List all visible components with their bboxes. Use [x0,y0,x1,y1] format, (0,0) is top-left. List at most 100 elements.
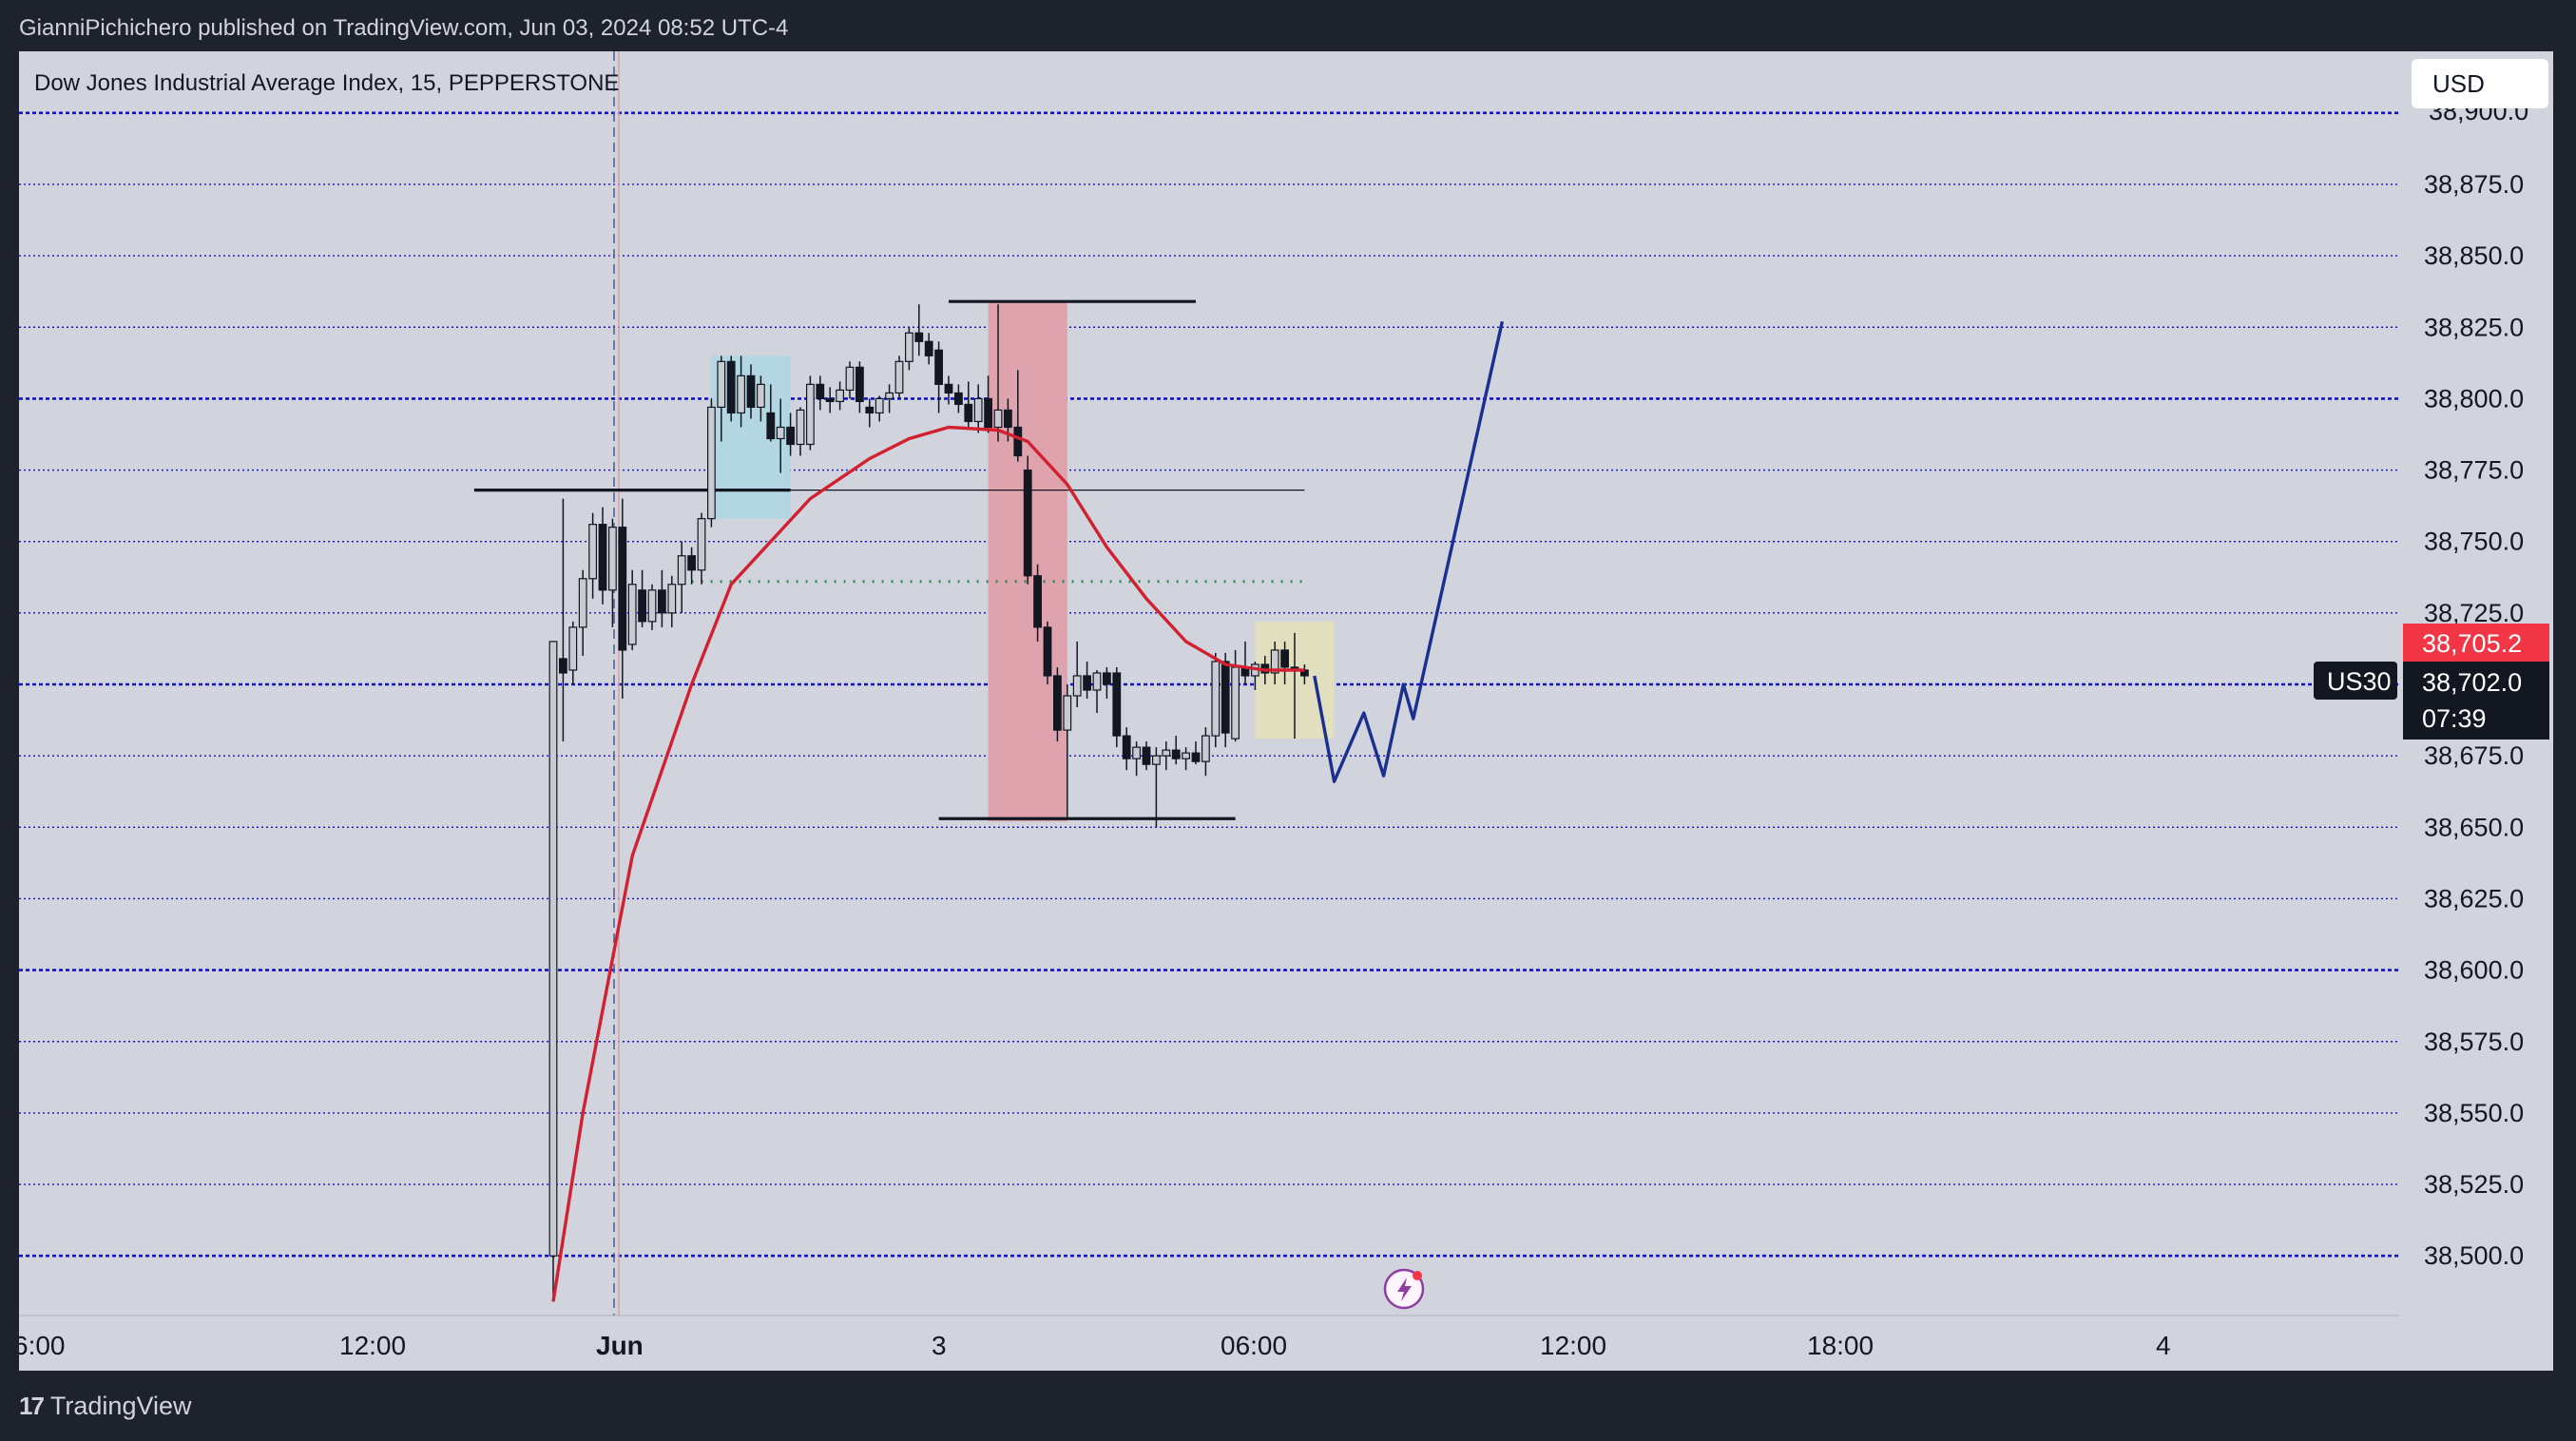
candle-body [1201,735,1210,762]
candle [904,327,913,371]
candle [914,304,924,356]
candle-body [953,392,963,406]
candle [647,584,657,630]
price-tick-label: 38,675.0 [2424,741,2524,770]
candle-body [776,426,785,440]
candle-body [1221,661,1230,734]
candle-body [578,578,587,628]
candle-body [904,332,913,362]
candle-body [607,527,617,591]
time-tick-label: 4 [2156,1331,2171,1360]
candle-body [1033,575,1043,628]
time-tick-label: 6:00 [19,1331,66,1360]
candle [618,498,627,700]
candle [825,387,835,413]
replay-icon [1383,1268,1425,1310]
price-tick-label: 38,650.0 [2424,813,2524,841]
candle-body [766,412,776,440]
candle [1201,727,1210,777]
publish-info: GianniPichichero published on TradingVie… [19,15,789,41]
candle [568,621,578,684]
candle [1112,666,1122,748]
projection-path [1313,320,1505,783]
candle-body [548,641,558,1257]
candle-body [1063,695,1072,731]
candle-body [1083,675,1092,691]
last-close-badge [2403,624,2549,662]
candle-body [993,409,1003,429]
currency-button[interactable]: USD [2412,59,2548,108]
candle-body [568,626,578,671]
candle-body [1102,672,1111,685]
candle [924,333,933,365]
candle [726,355,736,422]
candle [706,398,716,528]
candle-body [706,406,716,520]
candle-body [1191,752,1201,762]
candle-body [746,375,756,409]
moving-average-line [551,425,1305,1302]
candle-body [588,524,597,580]
candle [1191,741,1201,765]
candle [588,512,597,599]
candle [953,384,963,413]
candle [845,361,855,399]
time-tick-label: 3 [932,1331,947,1360]
candle [1092,669,1102,714]
candle-body [647,589,657,623]
symbol-tag-label: US30 [2327,667,2392,696]
candle [598,507,607,605]
candle [1240,641,1250,684]
time-tick-label: 06:00 [1221,1331,1287,1360]
candle-body [1280,649,1290,668]
candle-body [855,366,864,403]
candlestick-chart[interactable]: 38,900.038,875.038,850.038,825.038,800.0… [19,51,2553,1371]
candle [1043,621,1052,684]
candle-body [934,349,943,385]
price-tick-label: 38,800.0 [2424,384,2524,413]
candle-body [1023,469,1032,577]
candle-body [667,584,677,614]
candle-body [726,360,736,414]
candle [973,384,983,433]
chart-panel[interactable]: 38,900.0 38,875.0 38,850.0 38,825.0 38,800.0… [19,51,2553,1371]
candle [1023,455,1032,585]
price-tick-label: 38,625.0 [2424,884,2524,913]
last-close-label: 38,705.2 [2422,629,2522,658]
candle-body [1142,746,1151,765]
candle-body [944,383,953,394]
candle [558,498,567,742]
candle-body [737,375,745,414]
time-tick-label: 18:00 [1807,1331,1874,1360]
candle-body [1052,675,1062,731]
candle [548,641,558,1302]
candle-body [924,340,933,356]
candle [1013,370,1023,462]
candle-body [914,332,924,342]
candle-body [687,555,696,571]
price-tick-label: 38,550.0 [2424,1099,2524,1127]
candle [993,304,1003,442]
candle [1083,661,1092,700]
candle-body [1043,626,1052,677]
candle-body [865,406,875,414]
tradingview-logo-icon: 17 [19,1392,45,1420]
candle-body [1162,749,1171,757]
plot-area [19,51,2400,1316]
price-tick-label: 38,850.0 [2424,241,2524,270]
candle [766,384,776,442]
candle [756,375,765,422]
price-tick-label: 38,575.0 [2424,1028,2524,1056]
current-price-label: 38,702.0 [2422,668,2522,697]
candle-body [836,389,844,403]
candle-body [1003,409,1012,429]
candle-body [1132,746,1142,759]
candle-body [1151,755,1161,765]
candle-body [964,403,973,423]
candle [894,355,904,399]
candle [578,569,587,656]
candle-body [825,397,835,403]
time-tick-label: Jun [596,1331,644,1360]
candle-body [598,524,607,591]
tradingview-logo[interactable]: 17 TradingView [19,1392,192,1421]
